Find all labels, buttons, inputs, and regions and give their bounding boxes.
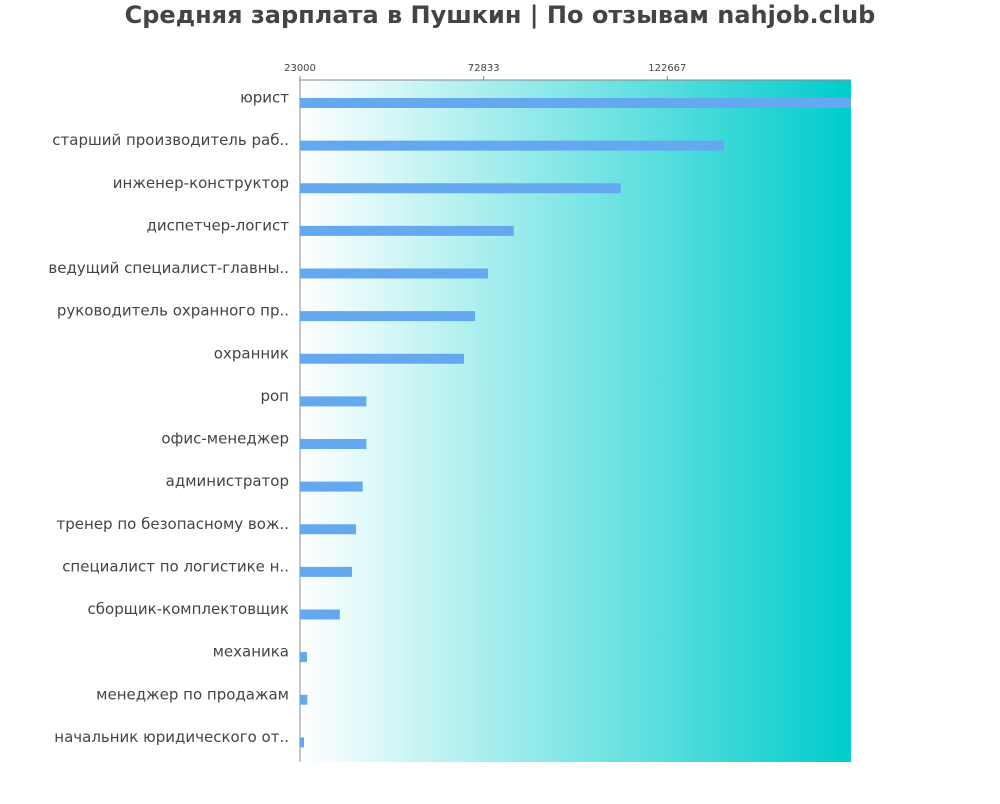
bar: [300, 524, 357, 535]
y-tick-label: менеджер по продажам: [96, 685, 289, 703]
bar: [300, 439, 367, 449]
bar: [300, 353, 465, 364]
y-tick-label: руководитель охранного пр..: [57, 302, 289, 320]
y-tick-label: юрист: [240, 89, 289, 107]
y-tick-label: роп: [260, 387, 289, 405]
bar: [300, 652, 308, 663]
bar: [300, 737, 305, 748]
plot-background: [300, 80, 851, 762]
bar: [300, 566, 352, 577]
y-tick-label: специалист по логистике н..: [62, 557, 289, 575]
bar: [300, 140, 724, 151]
y-tick-label: тренер по безопасному вож..: [57, 515, 289, 533]
bar: [300, 268, 488, 279]
y-tick-label: администратор: [166, 472, 289, 490]
bar: [300, 225, 514, 236]
bar: [300, 481, 363, 492]
y-tick-label: начальник юридического от..: [54, 728, 289, 746]
bar: [300, 396, 367, 407]
y-tick-label: диспетчер-логист: [146, 216, 289, 234]
y-tick-label: механика: [213, 643, 289, 661]
x-tick-label: 23000: [284, 63, 316, 74]
bar: [300, 183, 621, 194]
chart-title: Средняя зарплата в Пушкин | По отзывам n…: [125, 1, 876, 29]
x-tick-label: 72833: [468, 63, 500, 74]
x-tick-label: 122667: [648, 63, 686, 74]
y-tick-label: ведущий специалист-главны..: [48, 259, 289, 277]
y-tick-label: старший производитель раб..: [52, 131, 289, 149]
bar: [300, 609, 340, 620]
y-tick-label: охранник: [214, 344, 289, 362]
bar: [300, 98, 851, 108]
y-tick-label: сборщик-комплектовщик: [88, 600, 289, 618]
bar: [300, 694, 308, 705]
y-tick-label: офис-менеджер: [161, 430, 289, 448]
bar: [300, 311, 476, 322]
y-tick-label: инженер-конструктор: [113, 174, 289, 192]
